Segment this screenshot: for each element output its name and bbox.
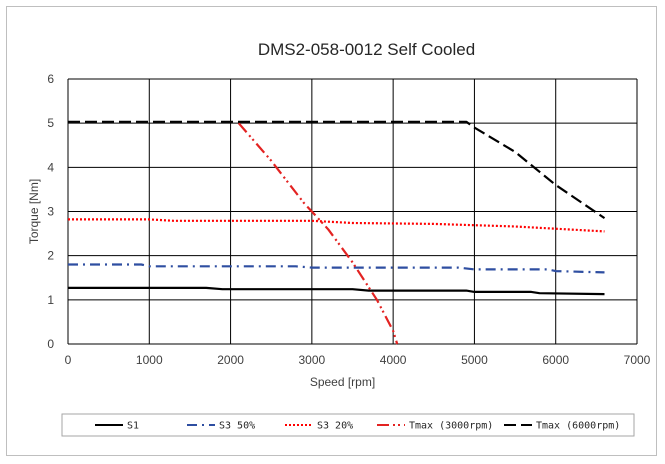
- series-line-4: [237, 122, 399, 345]
- x-tick-label: 2000: [217, 353, 244, 367]
- x-tick-label: 3000: [299, 353, 326, 367]
- legend-label-1: S1: [127, 421, 139, 432]
- y-tick-label: 3: [47, 205, 54, 219]
- legend-label-3: S3 20%: [317, 421, 353, 432]
- y-tick-label: 4: [47, 160, 54, 174]
- series-line-2: [68, 263, 605, 274]
- torque-speed-chart: DMS2-058-0012 Self Cooled 0 1000 2000 3000 4…: [27, 40, 651, 437]
- legend-label-2: S3 50%: [219, 421, 255, 432]
- series-line-1: [68, 286, 605, 296]
- y-tick-label: 0: [47, 337, 54, 351]
- legend-label-5: Tmax (6000rpm): [536, 421, 620, 432]
- x-tick-label: 1000: [136, 353, 163, 367]
- x-tick-label: 0: [65, 353, 72, 367]
- legend-label-4: Tmax (3000rpm): [409, 421, 493, 432]
- series-lines: [68, 120, 606, 345]
- chart-area: DMS2-058-0012 Self Cooled 0 1000 2000 3000 4…: [6, 6, 657, 456]
- legend: S1 S3 50% S3 20% Tmax (3000rpm) Tmax (6000rp…: [61, 413, 635, 437]
- axis-ticks: 0 1000 2000 3000 4000 5000 6000 7000 0 1 2 3 4 5 6: [47, 72, 650, 367]
- series-line-3: [68, 218, 605, 233]
- x-tick-label: 6000: [542, 353, 569, 367]
- y-axis-title: Torque [Nm]: [27, 179, 41, 244]
- chart-title: DMS2-058-0012 Self Cooled: [258, 40, 475, 59]
- series-line-5: [68, 120, 606, 220]
- y-tick-label: 5: [47, 116, 54, 130]
- y-tick-label: 6: [47, 72, 54, 86]
- x-tick-label: 4000: [380, 353, 407, 367]
- legend-box: [61, 413, 635, 437]
- grid: [67, 78, 638, 345]
- x-axis-title: Speed [rpm]: [310, 375, 375, 389]
- y-tick-label: 2: [47, 249, 54, 263]
- y-tick-label: 1: [47, 293, 54, 307]
- x-tick-label: 5000: [461, 353, 488, 367]
- x-tick-label: 7000: [624, 353, 651, 367]
